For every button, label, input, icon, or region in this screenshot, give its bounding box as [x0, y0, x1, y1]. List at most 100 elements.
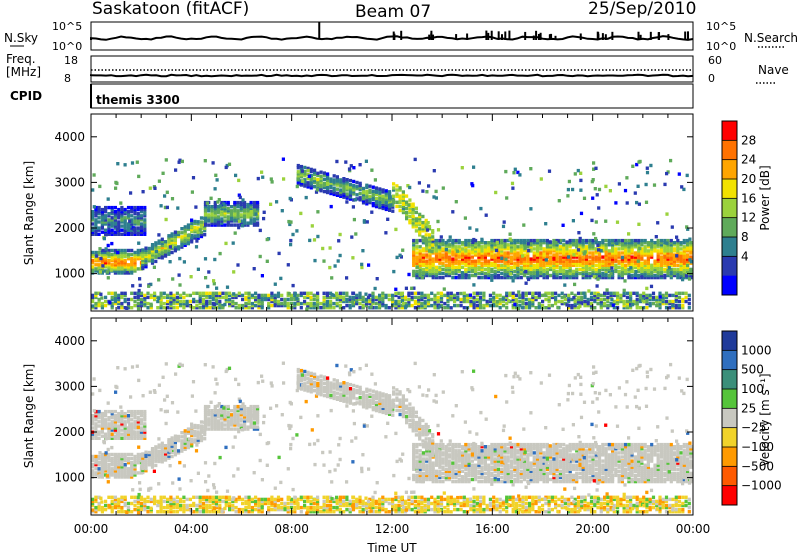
- power-cell: [107, 267, 111, 271]
- power-cell: [99, 292, 103, 296]
- power-cell: [597, 273, 602, 278]
- power-cell: [306, 183, 310, 187]
- power-cell: [394, 306, 398, 310]
- power-cell: [461, 275, 465, 280]
- power-cell: [677, 299, 682, 304]
- velocity-cell: [113, 416, 117, 420]
- power-cell: [562, 273, 566, 278]
- nsky-panel: [90, 21, 694, 51]
- power-cell: [545, 253, 549, 257]
- power-cell: [599, 306, 603, 310]
- velocity-cell: [133, 426, 137, 430]
- power-cell: [182, 295, 186, 300]
- power-cell: [405, 200, 409, 204]
- power-cell: [358, 192, 362, 196]
- velocity-cell: [104, 409, 108, 414]
- power-cell: [470, 261, 474, 265]
- velocity-cell: [130, 426, 134, 430]
- power-cell: [604, 253, 608, 257]
- velocity-cell: [361, 396, 366, 401]
- power-cell: [244, 291, 248, 295]
- power-cell: [669, 271, 673, 276]
- power-cell: [601, 263, 605, 267]
- velocity-cell: [139, 420, 144, 424]
- velocity-cell: [91, 473, 95, 477]
- power-cell: [135, 160, 139, 164]
- power-cell: [236, 263, 240, 267]
- velocity-cell: [154, 459, 158, 463]
- power-cell: [365, 202, 369, 206]
- power-cell: [352, 190, 356, 194]
- power-cell: [456, 291, 460, 296]
- power-cell: [117, 299, 121, 304]
- power-cell: [228, 301, 232, 306]
- velocity-cell: [368, 402, 372, 407]
- power-cell: [293, 291, 297, 296]
- power-cell: [526, 251, 530, 255]
- power-cell: [94, 291, 98, 295]
- power-cell: [425, 253, 429, 257]
- power-cell: [536, 271, 540, 276]
- velocity-cell: [236, 417, 240, 421]
- power-cell: [601, 247, 605, 251]
- power-cell: [414, 223, 418, 227]
- power-cell: [205, 303, 209, 308]
- power-cell: [633, 263, 637, 267]
- power-cell: [581, 255, 585, 259]
- velocity-cell: [220, 411, 224, 415]
- power-cell: [571, 219, 575, 223]
- power-cell: [684, 274, 689, 278]
- power-cell: [425, 267, 429, 272]
- power-cell: [160, 247, 164, 252]
- y-tick-label: 2000: [54, 221, 85, 235]
- power-cell: [653, 261, 657, 265]
- power-cell: [625, 201, 629, 205]
- power-cell: [229, 213, 233, 217]
- velocity-cell: [126, 458, 131, 463]
- freq-unit: [MHz]: [6, 65, 41, 79]
- power-cell: [395, 200, 399, 204]
- power-cell: [539, 263, 543, 267]
- power-cell: [664, 306, 669, 310]
- power-cell: [588, 273, 592, 278]
- power-cell: [619, 295, 623, 300]
- power-cell: [177, 245, 181, 249]
- velocity-cell: [332, 386, 336, 390]
- power-cell: [658, 297, 662, 302]
- power-cell: [395, 184, 399, 188]
- velocity-cell: [141, 464, 145, 468]
- power-cell: [144, 254, 148, 259]
- power-cell: [426, 297, 431, 302]
- power-cell: [470, 273, 474, 278]
- power-cell: [601, 255, 605, 259]
- velocity-cell: [358, 385, 362, 390]
- power-cell: [451, 265, 455, 269]
- power-cell: [646, 249, 650, 253]
- velocity-cell: [243, 423, 247, 427]
- power-cell: [420, 275, 424, 280]
- power-cell: [119, 201, 123, 205]
- power-cell: [378, 195, 382, 199]
- power-cell: [562, 253, 566, 257]
- power-cell: [269, 177, 273, 181]
- velocity-cell: [236, 421, 240, 425]
- power-cell: [258, 254, 262, 259]
- power-cell: [110, 306, 114, 310]
- power-cell: [146, 301, 150, 306]
- power-cell: [303, 169, 307, 174]
- power-cell: [434, 196, 438, 200]
- power-cell: [528, 297, 532, 302]
- power-cell: [568, 271, 572, 276]
- power-cell: [532, 263, 536, 267]
- velocity-cell: [170, 438, 174, 442]
- power-cell: [479, 297, 483, 302]
- power-cell: [572, 253, 576, 257]
- power-cell: [201, 301, 206, 306]
- power-cell: [100, 226, 104, 230]
- power-cell: [421, 273, 425, 278]
- power-cell: [157, 249, 161, 254]
- power-cell: [614, 238, 618, 243]
- power-cell: [611, 241, 615, 245]
- power-cell: [669, 249, 673, 253]
- power-cell: [542, 267, 546, 272]
